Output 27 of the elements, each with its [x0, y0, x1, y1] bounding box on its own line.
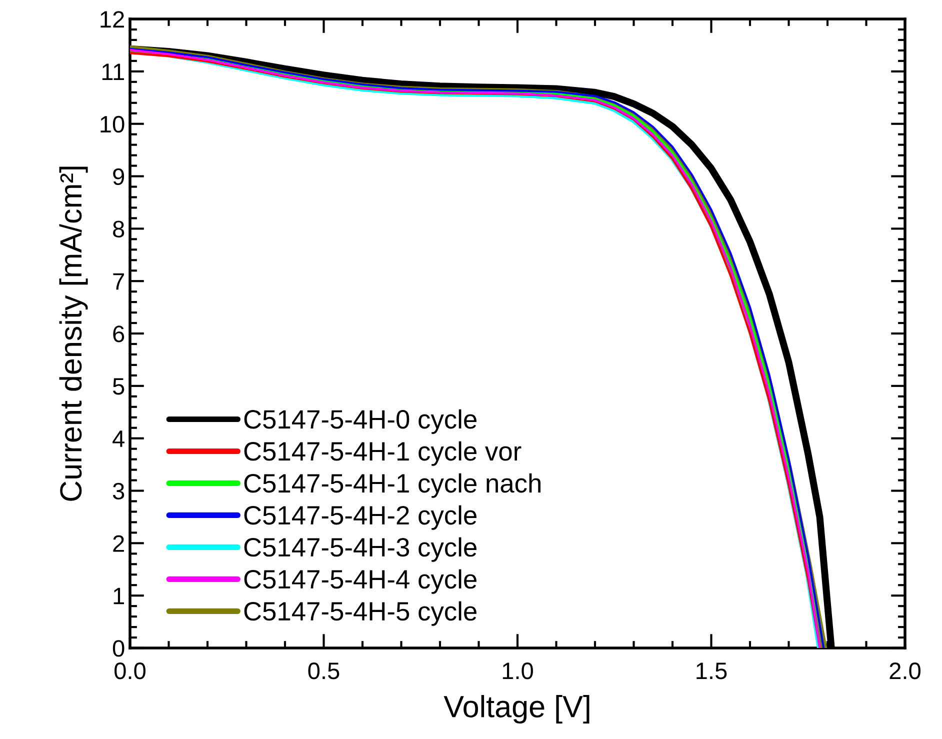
x-tick-label: 0.5 — [308, 662, 340, 680]
y-tick-label: 0 — [112, 640, 124, 657]
y-tick-label: 5 — [112, 378, 124, 395]
y-tick-label: 11 — [102, 64, 124, 80]
x-tick-label: 1.0 — [502, 662, 533, 680]
legend-label: C5147-5-4H-5 cycle — [244, 601, 476, 626]
y-axis-title: Current density [mA/cm²] — [59, 166, 88, 501]
legend-label: C5147-5-4H-2 cycle — [244, 505, 476, 530]
y-tick-label: 2 — [113, 535, 124, 552]
y-tick-label: 1 — [114, 588, 124, 604]
y-tick-label: 10 — [100, 116, 124, 133]
y-tick-label: 7 — [113, 273, 124, 290]
x-tick-label: 2.0 — [890, 662, 920, 680]
legend-label: C5147-5-4H-1 cycle nach — [244, 473, 540, 498]
legend-label: C5147-5-4H-3 cycle — [244, 537, 476, 562]
x-tick-label: 1.5 — [696, 662, 727, 680]
legend-label: C5147-5-4H-0 cycle — [244, 409, 476, 434]
x-tick-label: 0.0 — [114, 662, 146, 680]
y-tick-label: 3 — [112, 482, 124, 500]
y-tick-label: 4 — [112, 430, 124, 447]
y-tick-label: 6 — [113, 326, 124, 342]
y-tick-label: 9 — [113, 168, 124, 186]
y-tick-label: 12 — [100, 11, 124, 28]
legend-label: C5147-5-4H-1 cycle vor — [244, 441, 522, 466]
legend-label: C5147-5-4H-4 cycle — [244, 569, 476, 594]
x-axis-title: Voltage [V] — [444, 695, 590, 724]
y-tick-label: 8 — [113, 220, 124, 238]
